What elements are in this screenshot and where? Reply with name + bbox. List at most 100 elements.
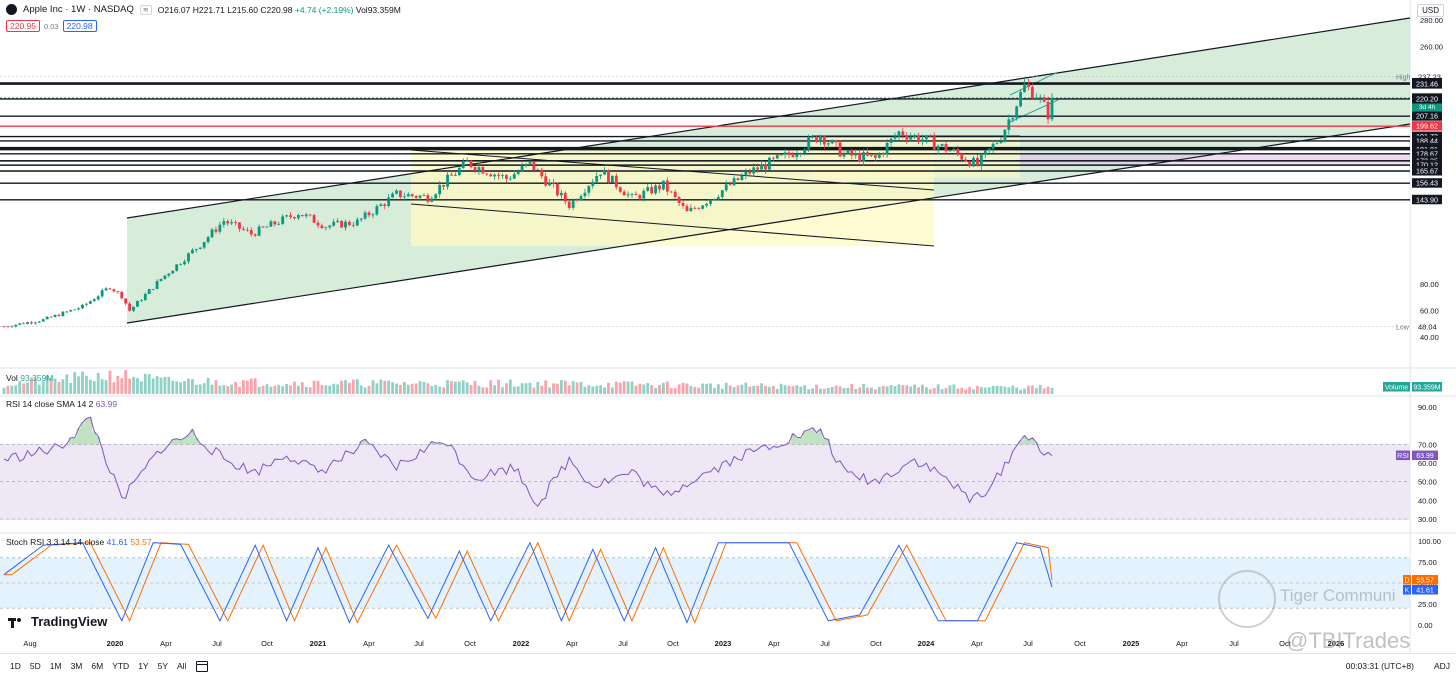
price-label-text: 165.67 (1416, 167, 1438, 176)
time-tick-label: Oct (870, 639, 883, 648)
clock-readout[interactable]: 00:03:31 (UTC+8) (1345, 661, 1414, 671)
candle-body (206, 237, 210, 243)
volume-bar (171, 380, 175, 394)
candle-body (391, 193, 394, 198)
candle-body (453, 175, 457, 176)
volume-bar (1011, 385, 1015, 394)
price-extreme-label: 237.23 (1418, 72, 1441, 81)
range-button-5d[interactable]: 5D (29, 661, 41, 671)
volume-bar (983, 387, 987, 394)
rsi-plot (0, 416, 1410, 520)
currency-selector[interactable]: USD (1417, 4, 1444, 17)
adj-toggle[interactable]: ADJ (1433, 661, 1450, 671)
candle-body (163, 275, 167, 279)
price-label-box (1412, 93, 1442, 104)
volume-bar (779, 383, 783, 394)
candle-body (344, 221, 347, 228)
volume-bar (73, 372, 77, 394)
volume-bar (65, 374, 69, 394)
tradingview-branding[interactable]: TradingView (8, 614, 107, 629)
range-button-3m[interactable]: 3M (70, 661, 83, 671)
candle-body (881, 153, 885, 155)
volume-bar (395, 383, 398, 394)
volume-bar (218, 385, 222, 394)
volume-bar (257, 386, 261, 394)
time-tick-label: Apr (566, 639, 578, 648)
stoch-tick-label: 100.00 (1418, 537, 1441, 546)
volume-bar (858, 387, 862, 394)
candle-body (854, 153, 858, 156)
candle-body (379, 204, 383, 207)
stoch-k-line (3, 541, 1053, 624)
candle-body (756, 167, 760, 170)
volume-bar (905, 385, 909, 394)
candle-body (779, 154, 783, 156)
range-button-6m[interactable]: 6M (91, 661, 104, 671)
candle-body (265, 226, 269, 228)
volume-bar (501, 387, 504, 394)
volume-bar (359, 385, 363, 394)
volume-bar (22, 383, 26, 394)
volume-bar (665, 381, 669, 394)
chart-type-badge[interactable]: ≋ (139, 4, 152, 15)
volume-bar (1023, 388, 1026, 394)
volume-bar (187, 378, 190, 394)
volume-bar (1050, 387, 1054, 394)
volume-legend-value: 93.359M (20, 373, 54, 383)
volume-bar (532, 387, 536, 394)
range-button-ytd[interactable]: YTD (112, 661, 130, 671)
calendar-icon[interactable] (196, 660, 209, 672)
candle-body (968, 161, 971, 167)
range-button-1d[interactable]: 1D (10, 661, 21, 671)
candle-body (858, 153, 862, 162)
buy-button[interactable]: 220.98 (62, 20, 97, 32)
volume-bar (206, 377, 210, 394)
candle-body (866, 152, 869, 156)
volume-bar (238, 386, 241, 394)
stoch-legend[interactable]: Stoch RSI 3 3 14 14 close 41.61 53.57 (6, 537, 152, 547)
volume-axis-value-box (1412, 382, 1442, 392)
volume-bar (308, 387, 312, 394)
volume-bar (147, 374, 151, 394)
volume-bar (477, 385, 481, 394)
stoch-k-legend-value: 41.61 (106, 537, 128, 547)
volume-bar (406, 384, 410, 394)
symbol-title[interactable]: Apple Inc · 1W · NASDAQ (23, 4, 134, 15)
volume-bar (320, 384, 324, 394)
volume-bar (552, 383, 555, 394)
volume-bar (179, 382, 183, 394)
volume-bar (685, 383, 689, 394)
range-button-5y[interactable]: 5Y (157, 661, 168, 671)
sell-button[interactable]: 220.95 (6, 20, 40, 32)
volume-bar (81, 371, 84, 394)
candle-body (155, 281, 159, 289)
volume-bar (559, 380, 563, 394)
volume-bar (332, 383, 336, 394)
candle-body (552, 182, 555, 184)
candle-body (214, 229, 218, 232)
candle-body (218, 224, 222, 232)
volume-bar (1046, 386, 1050, 394)
volume-bar (45, 375, 49, 394)
volume-bar (783, 385, 787, 394)
range-button-all[interactable]: All (177, 661, 187, 671)
range-button-1m[interactable]: 1M (49, 661, 62, 671)
volume-bar (383, 380, 387, 394)
candle-body (14, 324, 18, 327)
rsi-legend[interactable]: RSI 14 close SMA 14 2 63.99 (6, 399, 117, 409)
candle-body (351, 224, 355, 226)
volume-bar (838, 386, 842, 394)
yellow-range-zone (812, 136, 1020, 178)
tiger-watermark-icon (1218, 570, 1276, 628)
candle-body (273, 221, 277, 225)
volume-bar (124, 370, 128, 394)
volume-bar (289, 385, 292, 394)
volume-bar (273, 385, 277, 394)
time-tick-label: Oct (1074, 639, 1087, 648)
range-button-1y[interactable]: 1Y (138, 661, 149, 671)
candle-body (210, 229, 214, 238)
volume-bar (1015, 387, 1019, 394)
volume-legend[interactable]: Vol 93.359M (6, 373, 53, 383)
candle-body (654, 185, 657, 194)
